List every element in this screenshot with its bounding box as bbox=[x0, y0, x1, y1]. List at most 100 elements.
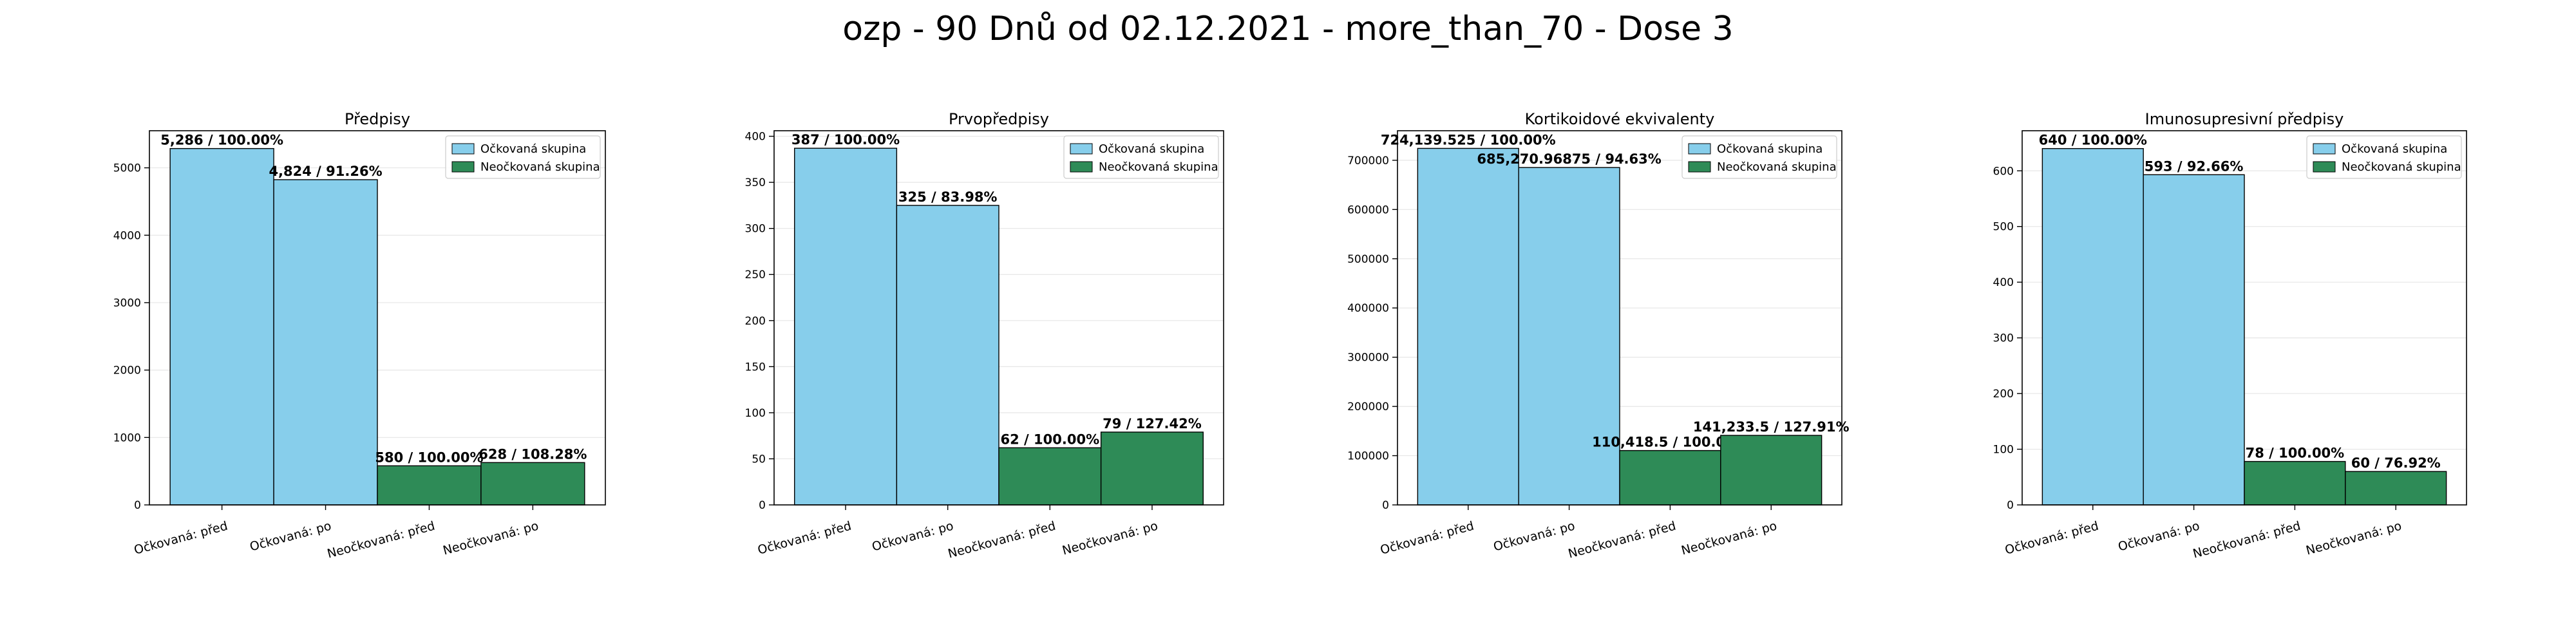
data-label: 685,270.96875 / 94.63% bbox=[1477, 151, 1661, 167]
legend-swatch bbox=[1070, 143, 1093, 155]
bar bbox=[1720, 435, 1823, 506]
y-tick-label: 600000 bbox=[1347, 204, 1389, 216]
y-tick-label: 300000 bbox=[1347, 352, 1389, 365]
data-label: 628 / 108.28% bbox=[478, 446, 587, 462]
y-tick-label: 0 bbox=[2007, 499, 2014, 512]
chart-title: Prvopředpisy bbox=[949, 110, 1049, 128]
x-tick-label: Očkovaná: po bbox=[249, 519, 333, 554]
axes-frame bbox=[2022, 130, 2467, 506]
bar bbox=[794, 147, 898, 506]
y-tick-label: 100 bbox=[1993, 444, 2014, 457]
chart-title: Předpisy bbox=[345, 110, 410, 128]
chart-panel-4: 0 100 200 300 400 500 600 640 / 100.00% Očkovaná… bbox=[1993, 110, 2467, 561]
legend-box bbox=[1063, 135, 1219, 179]
legend-entry: Neočkovaná skupina bbox=[1099, 160, 1218, 174]
data-label: 640 / 100.00% bbox=[2039, 133, 2147, 148]
bar bbox=[169, 147, 274, 506]
legend-swatch bbox=[2313, 161, 2336, 173]
data-label: 4,824 / 91.26% bbox=[269, 164, 382, 179]
chart-panel-1: 0 1000 2000 3000 4000 5000 5,286 / 100.00% Očko… bbox=[113, 110, 606, 562]
y-tick-label: 150 bbox=[745, 361, 766, 374]
x-tick-label: Neočkovaná: po bbox=[1680, 519, 1778, 558]
x-tick-label: Neočkovaná: před bbox=[326, 519, 437, 562]
x-tick-label: Očkovaná: po bbox=[2117, 519, 2201, 554]
y-tick-label: 200 bbox=[1993, 388, 2014, 401]
y-tick-label: 250 bbox=[745, 269, 766, 281]
x-tick-label: Neočkovaná: po bbox=[1061, 519, 1159, 558]
legend-swatch bbox=[1688, 143, 1711, 155]
axes-frame bbox=[1397, 130, 1842, 506]
y-tick-label: 400000 bbox=[1347, 302, 1389, 315]
x-tick-label: Očkovaná: před bbox=[2003, 519, 2100, 558]
bar bbox=[2244, 460, 2346, 506]
legend-entry: Očkovaná skupina bbox=[480, 142, 586, 156]
y-tick-label: 200000 bbox=[1347, 401, 1389, 413]
bar bbox=[377, 465, 482, 506]
chart-title: Imunosupresivní předpisy bbox=[2145, 110, 2344, 128]
x-tick-label: Očkovaná: před bbox=[133, 519, 229, 558]
bar bbox=[480, 462, 585, 506]
legend-entry: Očkovaná skupina bbox=[1099, 142, 1204, 156]
x-tick-label: Očkovaná: po bbox=[871, 519, 955, 554]
legend-entry: Neočkovaná skupina bbox=[480, 160, 600, 174]
data-label: 141,233.5 / 127.91% bbox=[1693, 419, 1850, 435]
y-tick-label: 1000 bbox=[113, 431, 141, 444]
y-tick-label: 500000 bbox=[1347, 253, 1389, 266]
y-tick-label: 4000 bbox=[113, 229, 141, 242]
bar bbox=[1100, 431, 1204, 506]
x-tick-label: Neočkovaná: před bbox=[947, 519, 1057, 562]
bar bbox=[1518, 167, 1620, 506]
legend: Očkovaná skupina Neočkovaná skupina bbox=[1063, 135, 1219, 179]
y-tick-label: 0 bbox=[1382, 499, 1389, 512]
bar bbox=[2345, 471, 2447, 506]
y-tick-label: 600 bbox=[1993, 165, 2014, 178]
y-tick-label: 300 bbox=[1993, 332, 2014, 345]
x-tick-label: Neočkovaná: po bbox=[442, 519, 540, 558]
chart-title: Kortikoidové ekvivalenty bbox=[1525, 110, 1715, 128]
y-tick-label: 0 bbox=[134, 499, 141, 512]
bar bbox=[1417, 147, 1519, 506]
x-tick-label: Neočkovaná: po bbox=[2304, 519, 2403, 558]
axes-frame bbox=[773, 130, 1224, 506]
y-tick-label: 200 bbox=[745, 315, 766, 328]
y-tick-label: 2000 bbox=[113, 365, 141, 377]
y-tick-label: 700000 bbox=[1347, 155, 1389, 167]
data-label: 60 / 76.92% bbox=[2351, 455, 2441, 471]
x-tick-label: Očkovaná: před bbox=[756, 519, 853, 558]
legend-entry: Neočkovaná skupina bbox=[2342, 160, 2461, 174]
y-tick-label: 400 bbox=[1993, 276, 2014, 289]
y-tick-label: 5000 bbox=[113, 162, 141, 175]
legend-swatch bbox=[1688, 161, 1711, 173]
axes-frame bbox=[149, 130, 606, 506]
data-label: 593 / 92.66% bbox=[2145, 158, 2244, 174]
legend-entry: Očkovaná skupina bbox=[1717, 142, 1823, 156]
legend-box bbox=[2306, 135, 2462, 179]
legend: Očkovaná skupina Neočkovaná skupina bbox=[2306, 135, 2462, 179]
data-label: 5,286 / 100.00% bbox=[160, 133, 283, 148]
bar bbox=[896, 205, 999, 506]
bar bbox=[1619, 450, 1721, 506]
bar bbox=[273, 179, 378, 506]
x-tick-label: Neočkovaná: před bbox=[2192, 519, 2302, 562]
data-label: 580 / 100.00% bbox=[375, 450, 483, 465]
x-tick-label: Očkovaná: po bbox=[1492, 519, 1577, 554]
bar bbox=[2143, 174, 2245, 506]
legend: Očkovaná skupina Neočkovaná skupina bbox=[445, 135, 601, 179]
data-label: 78 / 100.00% bbox=[2246, 446, 2345, 461]
x-tick-label: Očkovaná: před bbox=[1379, 519, 1475, 558]
legend-entry: Neočkovaná skupina bbox=[1717, 160, 1837, 174]
data-label: 387 / 100.00% bbox=[791, 132, 900, 147]
y-tick-label: 100000 bbox=[1347, 450, 1389, 463]
legend-entry: Očkovaná skupina bbox=[2342, 142, 2447, 156]
y-tick-label: 350 bbox=[745, 176, 766, 189]
legend-swatch bbox=[451, 161, 475, 173]
legend-swatch bbox=[451, 143, 475, 155]
y-tick-label: 400 bbox=[745, 131, 766, 144]
y-tick-label: 100 bbox=[745, 407, 766, 420]
bar bbox=[2041, 147, 2144, 506]
y-tick-label: 300 bbox=[745, 223, 766, 236]
data-label: 325 / 83.98% bbox=[898, 189, 998, 205]
legend-swatch bbox=[1070, 161, 1093, 173]
